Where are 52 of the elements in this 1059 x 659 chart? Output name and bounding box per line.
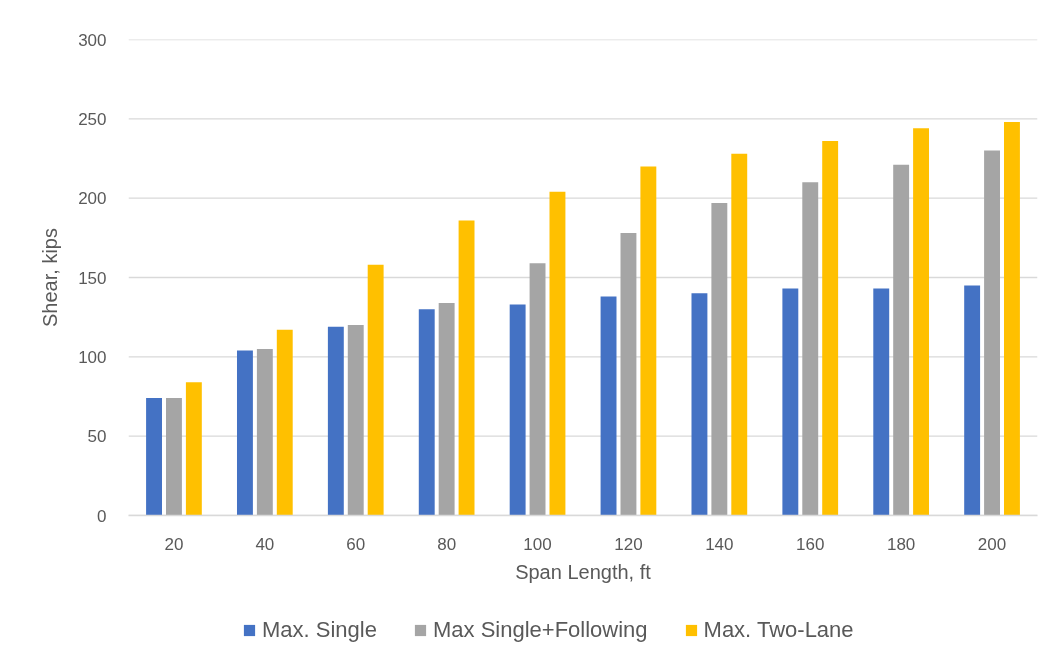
bar [458, 220, 475, 516]
bar [549, 191, 566, 516]
bar [711, 202, 728, 516]
y-tick-label: 200 [78, 189, 107, 209]
bar [731, 153, 748, 516]
y-axis-title: Shear, kips [39, 228, 62, 327]
bar [600, 296, 617, 516]
bar [691, 293, 708, 516]
bar [438, 302, 455, 516]
bar [146, 398, 162, 516]
x-tick-label: 180 [886, 534, 916, 554]
bar [1004, 122, 1020, 516]
bar [185, 382, 202, 516]
y-tick-label: 50 [87, 427, 107, 447]
x-tick-label: 120 [614, 534, 643, 554]
x-tick-label: 100 [523, 534, 552, 554]
bar [620, 233, 637, 516]
bar [418, 309, 435, 516]
x-tick-label: 20 [164, 534, 184, 554]
bar [327, 326, 344, 516]
y-tick-label: 100 [78, 347, 107, 367]
bar [367, 264, 384, 516]
bar [802, 182, 819, 516]
bar [782, 288, 799, 516]
bar [822, 141, 839, 516]
x-tick-label: 80 [437, 534, 457, 554]
x-tick-label: 200 [977, 534, 1007, 554]
bar [509, 304, 526, 516]
bar [347, 325, 364, 516]
y-tick-label: 0 [97, 506, 107, 526]
legend-label: Max. Two-Lane [703, 617, 854, 643]
bar [893, 164, 910, 516]
bar [236, 350, 253, 516]
bar [964, 285, 981, 516]
x-tick-label: 140 [705, 534, 734, 554]
x-tick-label: 160 [796, 534, 825, 554]
bar [873, 288, 890, 516]
bar [913, 128, 930, 516]
bar [640, 166, 657, 516]
bar [276, 329, 293, 516]
y-tick-label: 250 [78, 109, 107, 129]
bar [256, 348, 273, 516]
y-tick-label: 150 [78, 268, 107, 288]
y-tick-label: 300 [78, 30, 107, 50]
x-axis-title: Span Length, ft [515, 560, 652, 583]
x-tick-label: 40 [255, 534, 275, 554]
x-tick-label: 60 [346, 534, 366, 554]
bar [984, 150, 1000, 516]
bar [529, 263, 546, 516]
bar [166, 398, 182, 516]
legend-label: Max Single+Following [432, 617, 648, 643]
legend-label: Max. Single [262, 617, 377, 643]
